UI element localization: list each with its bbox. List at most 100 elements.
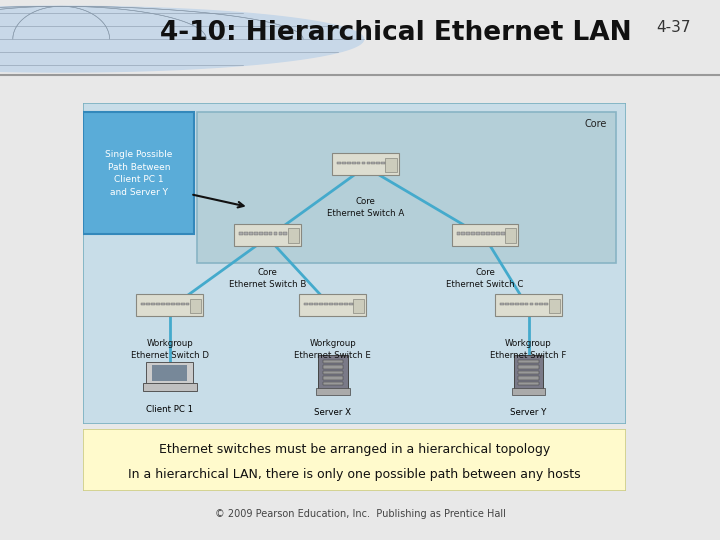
FancyBboxPatch shape — [249, 232, 253, 235]
FancyBboxPatch shape — [156, 303, 160, 305]
FancyBboxPatch shape — [197, 112, 616, 263]
FancyBboxPatch shape — [382, 161, 385, 164]
FancyBboxPatch shape — [472, 232, 475, 235]
FancyBboxPatch shape — [305, 303, 308, 305]
FancyBboxPatch shape — [496, 232, 500, 235]
Text: Client PC 1: Client PC 1 — [146, 404, 194, 414]
FancyBboxPatch shape — [518, 360, 539, 363]
FancyBboxPatch shape — [83, 112, 194, 234]
FancyBboxPatch shape — [481, 232, 485, 235]
FancyBboxPatch shape — [190, 299, 201, 313]
Text: Workgroup
Ethernet Switch D: Workgroup Ethernet Switch D — [131, 339, 209, 360]
FancyBboxPatch shape — [353, 299, 364, 313]
FancyBboxPatch shape — [279, 232, 282, 235]
FancyBboxPatch shape — [329, 303, 333, 305]
FancyBboxPatch shape — [544, 303, 548, 305]
FancyBboxPatch shape — [83, 429, 626, 491]
FancyBboxPatch shape — [287, 228, 299, 243]
Text: In a hierarchical LAN, there is only one possible path between any hosts: In a hierarchical LAN, there is only one… — [128, 468, 581, 481]
FancyBboxPatch shape — [352, 161, 356, 164]
FancyBboxPatch shape — [518, 376, 539, 380]
FancyBboxPatch shape — [186, 303, 189, 305]
Text: © 2009 Pearson Education, Inc.  Publishing as Prentice Hall: © 2009 Pearson Education, Inc. Publishin… — [215, 509, 505, 519]
FancyBboxPatch shape — [176, 303, 179, 305]
FancyBboxPatch shape — [451, 224, 518, 246]
FancyBboxPatch shape — [372, 161, 375, 164]
FancyBboxPatch shape — [339, 303, 343, 305]
FancyBboxPatch shape — [385, 158, 397, 172]
FancyBboxPatch shape — [505, 303, 509, 305]
FancyBboxPatch shape — [323, 371, 343, 374]
FancyBboxPatch shape — [244, 232, 248, 235]
FancyBboxPatch shape — [274, 232, 277, 235]
FancyBboxPatch shape — [264, 232, 268, 235]
FancyBboxPatch shape — [467, 232, 470, 235]
FancyBboxPatch shape — [269, 232, 272, 235]
Text: Server X: Server X — [315, 408, 351, 417]
FancyBboxPatch shape — [549, 299, 560, 313]
FancyBboxPatch shape — [530, 303, 534, 305]
Text: Ethernet switches must be arranged in a hierarchical topology: Ethernet switches must be arranged in a … — [159, 443, 550, 456]
FancyBboxPatch shape — [500, 303, 504, 305]
FancyBboxPatch shape — [284, 232, 287, 235]
FancyBboxPatch shape — [332, 153, 399, 175]
Text: Server Y: Server Y — [510, 408, 546, 417]
FancyBboxPatch shape — [505, 228, 516, 243]
FancyBboxPatch shape — [361, 161, 366, 164]
FancyBboxPatch shape — [136, 294, 203, 316]
FancyBboxPatch shape — [366, 161, 370, 164]
FancyBboxPatch shape — [525, 303, 528, 305]
FancyBboxPatch shape — [323, 382, 343, 386]
FancyBboxPatch shape — [323, 366, 343, 369]
FancyBboxPatch shape — [539, 303, 544, 305]
FancyBboxPatch shape — [347, 161, 351, 164]
FancyBboxPatch shape — [161, 303, 165, 305]
FancyBboxPatch shape — [323, 360, 343, 363]
Text: Single Possible
Path Between
Client PC 1
and Server Y: Single Possible Path Between Client PC 1… — [105, 150, 173, 197]
FancyBboxPatch shape — [334, 303, 338, 305]
FancyBboxPatch shape — [234, 224, 301, 246]
FancyBboxPatch shape — [143, 383, 197, 391]
FancyBboxPatch shape — [518, 371, 539, 374]
FancyBboxPatch shape — [324, 303, 328, 305]
FancyBboxPatch shape — [512, 388, 546, 395]
Text: Workgroup
Ethernet Switch E: Workgroup Ethernet Switch E — [294, 339, 372, 360]
FancyBboxPatch shape — [141, 303, 145, 305]
FancyBboxPatch shape — [323, 376, 343, 380]
FancyBboxPatch shape — [151, 303, 155, 305]
FancyBboxPatch shape — [146, 303, 150, 305]
FancyBboxPatch shape — [146, 362, 193, 384]
FancyBboxPatch shape — [501, 232, 505, 235]
FancyBboxPatch shape — [456, 232, 460, 235]
FancyBboxPatch shape — [486, 232, 490, 235]
FancyBboxPatch shape — [343, 303, 348, 305]
FancyBboxPatch shape — [337, 161, 341, 164]
FancyBboxPatch shape — [356, 161, 361, 164]
FancyBboxPatch shape — [462, 232, 465, 235]
FancyBboxPatch shape — [171, 303, 175, 305]
FancyBboxPatch shape — [495, 294, 562, 316]
FancyBboxPatch shape — [153, 366, 187, 381]
Text: Core
Ethernet Switch C: Core Ethernet Switch C — [446, 268, 523, 289]
FancyBboxPatch shape — [518, 382, 539, 386]
FancyBboxPatch shape — [300, 294, 366, 316]
Text: Core: Core — [585, 119, 608, 129]
FancyBboxPatch shape — [520, 303, 523, 305]
Text: 4-10: Hierarchical Ethernet LAN: 4-10: Hierarchical Ethernet LAN — [160, 20, 632, 46]
FancyBboxPatch shape — [491, 232, 495, 235]
Text: Core
Ethernet Switch B: Core Ethernet Switch B — [229, 268, 306, 289]
FancyBboxPatch shape — [518, 366, 539, 369]
FancyBboxPatch shape — [348, 303, 353, 305]
FancyBboxPatch shape — [377, 161, 380, 164]
FancyBboxPatch shape — [310, 303, 313, 305]
Text: Core
Ethernet Switch A: Core Ethernet Switch A — [327, 198, 404, 218]
FancyBboxPatch shape — [254, 232, 258, 235]
FancyBboxPatch shape — [181, 303, 184, 305]
Polygon shape — [0, 6, 364, 72]
FancyBboxPatch shape — [476, 232, 480, 235]
FancyBboxPatch shape — [342, 161, 346, 164]
Text: 4-37: 4-37 — [656, 20, 690, 35]
Text: Workgroup
Ethernet Switch F: Workgroup Ethernet Switch F — [490, 339, 567, 360]
FancyBboxPatch shape — [510, 303, 513, 305]
FancyBboxPatch shape — [319, 303, 323, 305]
